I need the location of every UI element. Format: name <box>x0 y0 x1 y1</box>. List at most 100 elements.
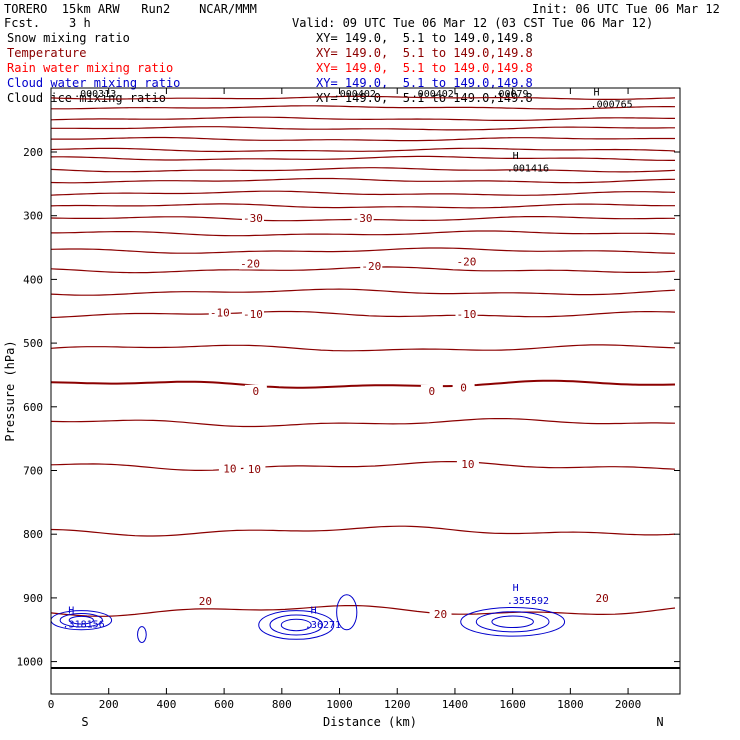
temperature-label: -10 <box>210 307 230 320</box>
x-end-label-left: S <box>81 715 88 729</box>
isotherm-line <box>50 203 675 209</box>
x-tick-label: 200 <box>99 698 119 711</box>
cloud-water-contours <box>50 594 566 643</box>
temperature-label-bg <box>420 384 443 397</box>
temperature-label-bg <box>243 463 266 476</box>
temperature-labels: -30 -30 -20 -20 -20 -10 -10 -10 0 0 0 10 10 10 20 20 20 <box>194 212 614 621</box>
temperature-label-bg <box>455 307 478 320</box>
y-tick-label: 500 <box>23 337 43 350</box>
temperature-label: 10 <box>248 463 261 476</box>
max-annotation: .000313 <box>74 89 116 100</box>
x-tick-label: 1400 <box>442 698 469 711</box>
temperature-label: 20 <box>199 595 212 608</box>
x-tick-label: 0 <box>48 698 55 711</box>
max-annotation: H <box>68 605 74 616</box>
max-annotation: .355592 <box>507 596 549 607</box>
temperature-label-bg <box>208 306 231 319</box>
isotherm-line <box>50 605 676 617</box>
y-tick-label: 800 <box>23 528 43 541</box>
max-annotation: H <box>593 87 599 98</box>
isotherm-line <box>50 190 676 196</box>
y-tick-label: 300 <box>23 210 43 223</box>
max-annotation: .000402 <box>334 89 376 100</box>
temperature-label-bg <box>360 260 383 273</box>
isotherm-line <box>50 418 676 428</box>
temperature-label-bg <box>456 458 479 471</box>
max-annotation: .00079 <box>492 89 528 100</box>
temperature-label: -10 <box>243 308 263 321</box>
cloud-water-contour <box>68 615 94 625</box>
cloud-water-contour <box>280 618 312 632</box>
x-tick-label: 1200 <box>384 698 411 711</box>
isotherm-line <box>50 461 676 471</box>
field-label-temperature: Temperature <box>7 46 87 60</box>
isotherm-line <box>50 344 676 352</box>
isotherm-line <box>50 310 676 319</box>
x-tick-label: 1800 <box>557 698 584 711</box>
isotherm-line <box>50 177 676 184</box>
temperature-label: -30 <box>353 212 373 225</box>
temperature-label: 10 <box>461 458 474 471</box>
x-tick-label: 2000 <box>615 698 642 711</box>
max-annotation: .001416 <box>507 163 549 174</box>
valid-time: Valid: 09 UTC Tue 06 Mar 12 (03 CST Tue … <box>292 16 654 30</box>
title-left: TORERO 15km ARW Run2 NCAR/MMM <box>4 2 257 16</box>
forecast-hour: Fcst. 3 h <box>4 16 91 30</box>
isotherm-line <box>51 230 676 237</box>
isotherm-lines <box>50 95 676 617</box>
isotherm-line <box>50 95 676 100</box>
isotherm-line <box>50 155 675 161</box>
temperature-label-bg <box>239 257 262 270</box>
max-annotation: .318156 <box>63 619 105 630</box>
max-annotations: H.318156H.36271H.355592H.001416H.000765.… <box>63 87 633 631</box>
isotherm-line <box>50 247 676 254</box>
x-axis-label: Distance (km) <box>323 715 417 729</box>
temperature-label: -10 <box>457 308 477 321</box>
temperature-label: -30 <box>243 212 263 225</box>
isotherm-line <box>50 116 675 121</box>
field-label-snow: Snow mixing ratio <box>7 31 130 45</box>
temperature-label: -20 <box>240 257 260 270</box>
temperature-label-bg <box>194 595 217 608</box>
x-tick-label: 800 <box>272 698 292 711</box>
field-label-cloud-water: Cloud water mixing ratio <box>7 76 181 90</box>
temperature-label: 0 <box>460 382 467 395</box>
temperature-label: -20 <box>361 260 381 273</box>
field-xy-rain: XY= 149.0, 5.1 to 149.0,149.8 <box>316 61 533 75</box>
isotherm-line <box>51 105 676 110</box>
x-end-label-right: N <box>656 715 663 729</box>
y-tick-label: 900 <box>23 592 43 605</box>
header: TORERO 15km ARW Run2 NCAR/MMM Init: 06 U… <box>0 0 740 110</box>
y-tick-label: 400 <box>23 273 43 286</box>
max-annotation: .000402 <box>412 89 454 100</box>
field-xy-cloud-water: XY= 149.0, 5.1 to 149.0,149.8 <box>316 76 533 90</box>
temperature-label-bg <box>591 591 614 604</box>
temperature-label-bg <box>455 255 478 268</box>
cloud-water-contour <box>269 614 324 636</box>
isotherm-line <box>50 167 676 173</box>
temperature-label: 20 <box>595 592 608 605</box>
axes: 0 200 400 600 800 1000 1200 1400 1600 1800 2000200… <box>17 88 680 711</box>
temperature-label: 0 <box>429 385 436 398</box>
temperature-label: 10 <box>223 463 236 476</box>
temperature-label-bg <box>429 607 452 620</box>
temperature-label-bg <box>351 212 374 225</box>
x-tick-label: 600 <box>214 698 234 711</box>
x-tick-label: 1000 <box>326 698 353 711</box>
max-annotation: H <box>513 151 519 162</box>
y-tick-label: 600 <box>23 401 43 414</box>
cloud-water-contour <box>137 626 147 643</box>
y-tick-label: 200 <box>23 146 43 159</box>
temperature-label: 20 <box>434 608 447 621</box>
cloud-water-contour <box>336 594 358 631</box>
cloud-water-contour <box>258 610 335 640</box>
init-time: Init: 06 UTC Tue 06 Mar 12 <box>532 2 720 16</box>
temperature-label-bg <box>241 307 264 320</box>
field-xy-temperature: XY= 149.0, 5.1 to 149.0,149.8 <box>316 46 533 60</box>
y-tick-label: 1000 <box>17 656 44 669</box>
y-tick-label: 700 <box>23 465 43 478</box>
isotherm-line <box>50 525 676 537</box>
cloud-water-contour <box>475 611 550 633</box>
cloud-water-contour <box>59 613 104 628</box>
